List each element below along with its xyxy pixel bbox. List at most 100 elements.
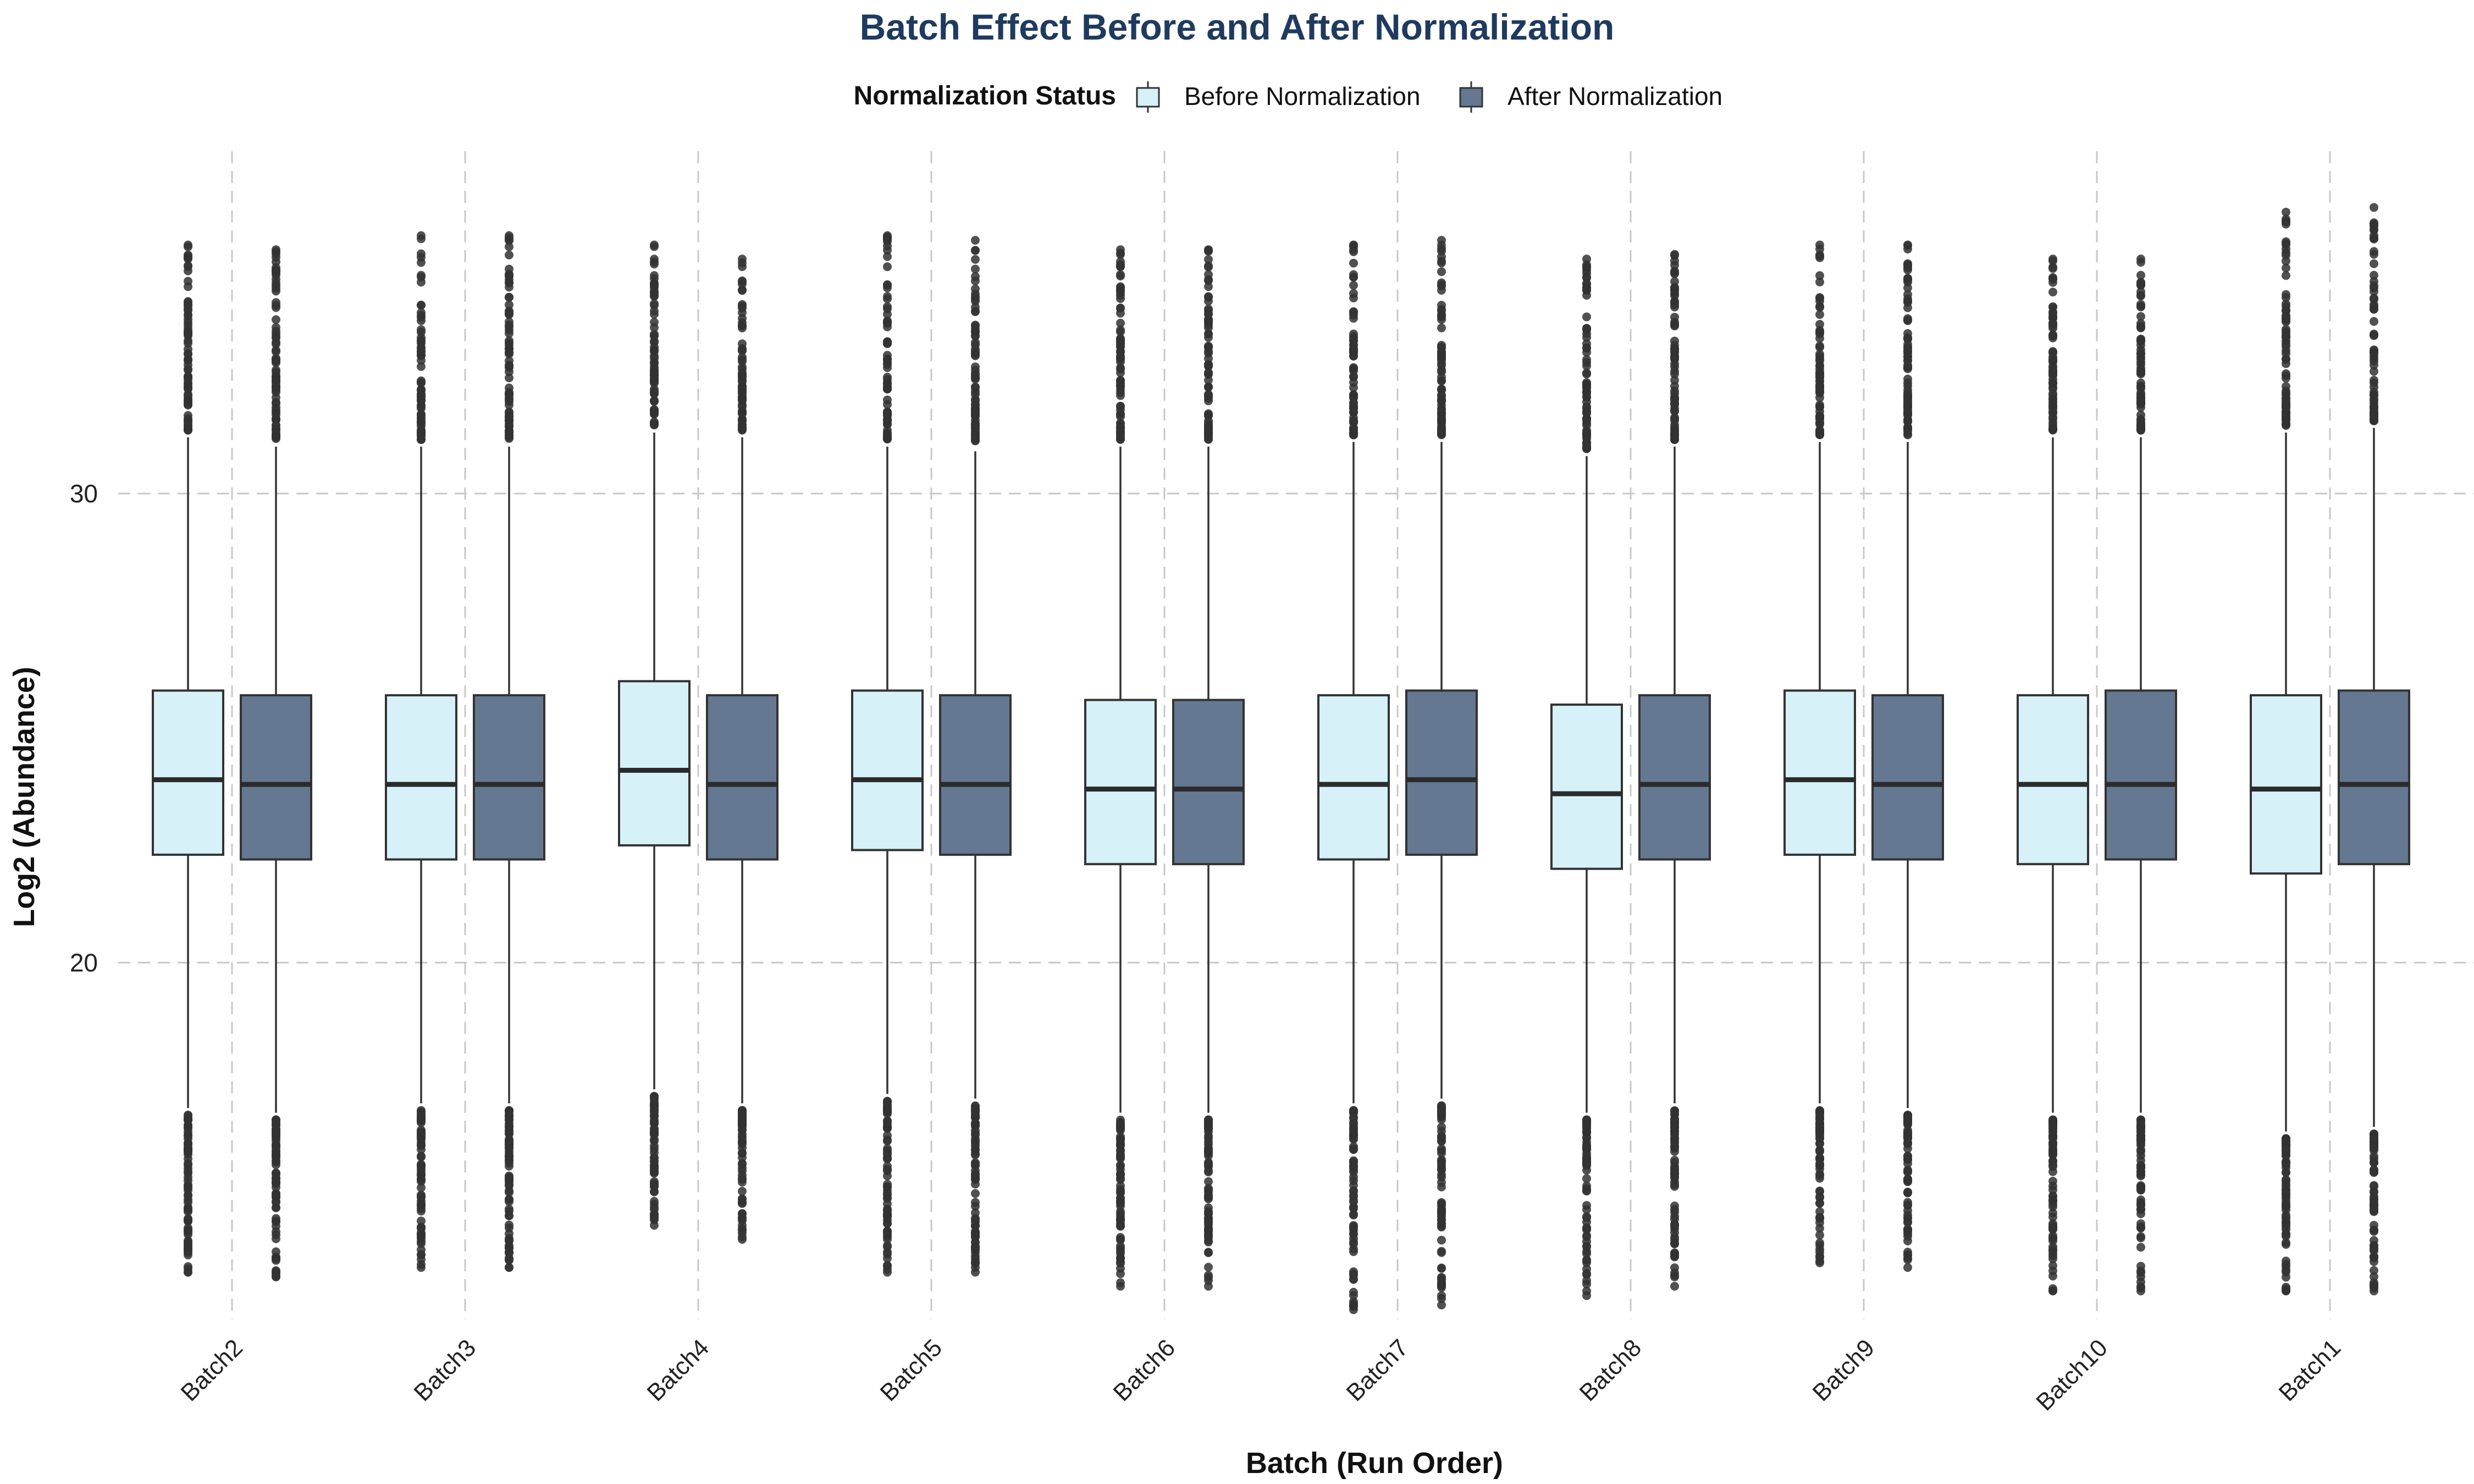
outlier-point [2136,403,2145,412]
iqr-box [851,689,924,851]
outlier-point [1815,342,1824,352]
outlier-point [1116,335,1125,344]
outlier-point [1582,1237,1591,1246]
outlier-point [417,308,426,317]
outlier-point [505,1180,513,1189]
outlier-point [2048,414,2057,424]
outlier-point [1582,1174,1591,1183]
outlier-point [2282,1286,2290,1295]
outlier-point [1349,1225,1358,1234]
outlier-point [883,302,892,311]
outlier-point [1582,428,1591,438]
outlier-point [1349,1142,1358,1151]
outlier-point [417,1177,426,1186]
outlier-point [505,1137,513,1147]
outlier-point [2282,293,2290,302]
iqr-box [1783,689,1856,856]
outlier-point [1204,1118,1213,1127]
outlier-point [650,1209,659,1219]
outlier-point [1903,1232,1912,1241]
outlier-point [417,1206,426,1216]
outlier-point [1903,403,1912,412]
outlier-point [2370,383,2378,392]
outlier-point [971,372,980,381]
outlier-point [971,246,980,255]
outlier-point [2370,1165,2378,1175]
outlier-point [1670,1250,1679,1260]
boxplot-after-batch5 [939,236,1012,1277]
boxplot-before-batch8 [1550,254,1623,1300]
outlier-point [2282,1262,2290,1271]
outlier-point [738,385,747,394]
outlier-point [1437,286,1446,295]
outlier-point [1670,1117,1679,1127]
outlier-point [505,1188,513,1197]
outlier-point [2282,1191,2290,1200]
outlier-point [272,414,280,424]
outlier-point [971,383,980,392]
outlier-point [2282,217,2290,226]
outlier-point [2282,248,2290,257]
outlier-point [971,284,980,294]
outlier-point [1204,1177,1213,1186]
iqr-box [618,680,691,847]
outlier-point [1815,319,1824,329]
outlier-point [505,300,513,309]
outlier-point [272,1125,280,1134]
outlier-point [2136,1205,2145,1214]
outlier-point [883,1117,892,1126]
outlier-point [1204,411,1213,420]
outlier-point [738,364,747,374]
outlier-point [1204,1248,1213,1258]
outlier-point [417,347,426,356]
outlier-point [883,1154,892,1163]
legend-label-before: Before Normalization [1184,82,1421,110]
outlier-point [1582,1144,1591,1153]
outlier-point [1349,390,1358,400]
outlier-point [1815,328,1824,337]
outlier-point [1116,327,1125,336]
outlier-point [2370,416,2378,425]
outlier-point [184,390,192,399]
boxplot-before-batch10 [2017,254,2089,1295]
outlier-point [1437,1101,1446,1111]
outlier-point [184,1180,192,1189]
outlier-point [971,362,980,372]
outlier-point [1582,269,1591,278]
outlier-point [272,1203,280,1212]
outlier-point [1204,245,1213,254]
outlier-point [1582,1223,1591,1232]
outlier-point [2048,262,2057,272]
outlier-point [1582,1132,1591,1142]
outlier-point [184,414,192,423]
outlier-point [2048,278,2057,287]
outlier-point [1582,1270,1591,1279]
outlier-point [417,402,426,412]
outlier-point [184,349,192,358]
outlier-point [505,231,513,240]
outlier-point [2136,381,2145,391]
outlier-point [505,272,513,281]
outlier-point [1437,408,1446,417]
outlier-point [1437,1273,1446,1283]
outlier-point [883,281,892,290]
outlier-point [883,416,892,425]
outlier-point [1204,370,1213,379]
outlier-point [883,1261,892,1270]
outlier-point [2048,331,2057,340]
outlier-point [2282,1205,2290,1215]
outlier-point [2370,361,2378,370]
outlier-point [883,1190,892,1200]
outlier-point [971,255,980,264]
outlier-point [272,434,280,444]
outlier-point [1349,378,1358,387]
outlier-point [2282,1139,2290,1148]
outlier-point [2282,339,2290,348]
outlier-point [417,1171,426,1180]
outlier-point [971,302,980,312]
legend-title: Normalization Status [854,81,1116,110]
outlier-point [883,375,892,384]
outlier-point [184,425,192,435]
outlier-point [738,279,747,289]
outlier-point [971,345,980,354]
